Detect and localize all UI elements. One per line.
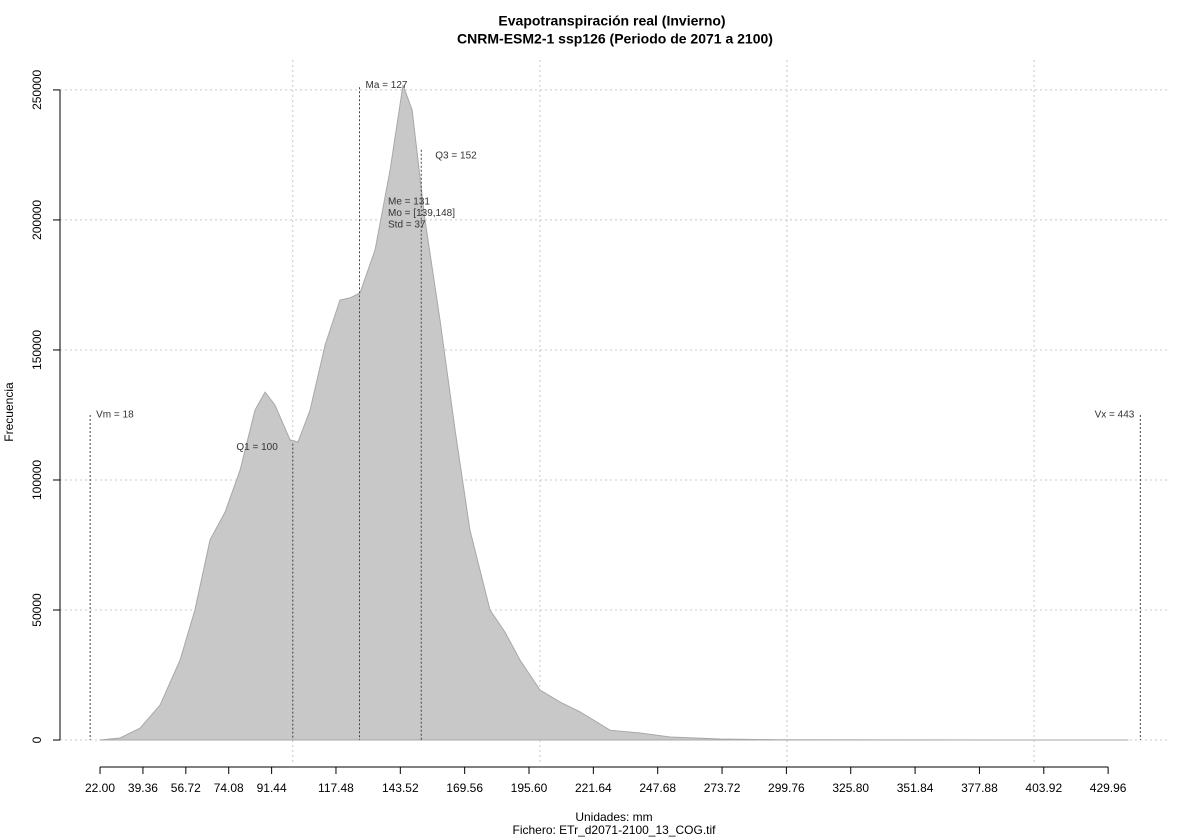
chart-title: Evapotranspiración real (Invierno)	[498, 13, 725, 29]
y-tick-label: 250000	[30, 70, 44, 110]
stat-label: Mo = [139,148]	[388, 208, 455, 219]
marker-label: Vx = 443	[1095, 410, 1135, 421]
x-tick-label: 273.72	[704, 781, 741, 795]
y-axis-label: Frecuencia	[2, 382, 16, 442]
x-tick-label: 403.92	[1025, 781, 1062, 795]
x-tick-label: 143.52	[382, 781, 419, 795]
marker-label: Q1 = 100	[236, 442, 278, 453]
x-tick-label: 221.64	[575, 781, 612, 795]
x-tick-label: 325.80	[832, 781, 869, 795]
x-tick-label: 22.00	[85, 781, 115, 795]
x-tick-label: 74.08	[214, 781, 244, 795]
y-tick-label: 50000	[30, 593, 44, 627]
y-tick-label: 150000	[30, 330, 44, 370]
x-tick-label: 56.72	[171, 781, 201, 795]
x-axis-label: Unidades: mm	[575, 810, 652, 824]
x-tick-label: 91.44	[257, 781, 287, 795]
y-tick-label: 0	[30, 736, 44, 743]
marker-label: Q3 = 152	[435, 150, 477, 161]
x-tick-label: 195.60	[511, 781, 548, 795]
x-tick-label: 247.68	[639, 781, 676, 795]
x-tick-label: 377.88	[961, 781, 998, 795]
y-tick-label: 100000	[30, 460, 44, 500]
x-tick-label: 429.96	[1090, 781, 1127, 795]
x-tick-label: 39.36	[128, 781, 158, 795]
density-area	[99, 84, 1129, 741]
x-tick-label: 351.84	[897, 781, 934, 795]
stat-label: Me = 131	[388, 197, 430, 208]
chart-subtitle: CNRM-ESM2-1 ssp126 (Periodo de 2071 a 21…	[457, 31, 773, 47]
x-tick-label: 117.48	[318, 781, 354, 795]
x-tick-label: 299.76	[768, 781, 805, 795]
file-label: Fichero: ETr_d2071-2100_13_COG.tif	[513, 823, 717, 837]
y-tick-label: 200000	[30, 200, 44, 240]
marker-label: Ma = 127	[365, 80, 407, 91]
marker-label: Vm = 18	[96, 410, 134, 421]
x-tick-label: 169.56	[446, 781, 483, 795]
stat-label: Std = 37	[388, 220, 426, 231]
